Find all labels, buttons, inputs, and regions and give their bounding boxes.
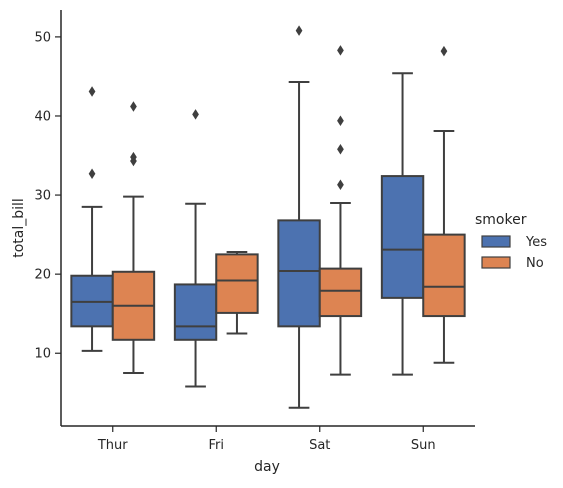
outlier-point <box>192 109 199 120</box>
box-sat-no <box>318 45 363 376</box>
outlier-point <box>130 101 137 112</box>
y-tick-label: 10 <box>34 347 51 362</box>
box-sat-yes <box>277 25 321 409</box>
y-tick-label: 40 <box>34 109 51 124</box>
x-axis-label: day <box>254 459 280 475</box>
plot-area <box>70 25 466 409</box>
outlier-point <box>88 86 96 97</box>
box-fri-yes <box>173 109 218 388</box>
outlier-point <box>130 151 137 163</box>
legend-title: smoker <box>475 212 527 228</box>
box-body <box>173 283 218 341</box>
box-body <box>277 219 321 328</box>
box-fri-no <box>215 251 259 335</box>
outlier-point <box>88 168 96 179</box>
legend-swatch-no <box>481 256 511 269</box>
y-tick-label: 50 <box>34 30 51 45</box>
box-body <box>318 267 363 318</box>
box-body <box>215 253 259 314</box>
x-tick-label: Sat <box>309 438 330 453</box>
x-tick-label: Thur <box>97 438 128 453</box>
outlier-point <box>337 45 344 56</box>
box-sun-no <box>422 45 466 364</box>
outlier-point <box>337 179 344 191</box>
y-axis-label: total_bill <box>11 198 27 258</box>
y-tick-label: 20 <box>34 268 51 283</box>
outlier-point <box>440 45 448 57</box>
legend-label-yes: Yes <box>525 235 547 250</box>
outlier-point <box>295 25 303 36</box>
x-tick-label: Fri <box>209 438 225 453</box>
box-body <box>380 175 425 299</box>
legend: smoker Yes No <box>475 212 547 271</box>
box-body <box>422 233 466 318</box>
y-tick-label: 30 <box>34 189 51 204</box>
x-tick-label: Sun <box>411 438 436 453</box>
axes: 10 20 30 40 50 Thur Fri Sat Sun <box>34 10 475 453</box>
outlier-point <box>337 143 344 155</box>
box-thur-yes <box>70 86 114 352</box>
box-sun-yes <box>380 72 425 376</box>
box-thur-no <box>111 101 156 375</box>
legend-label-no: No <box>526 256 544 271</box>
legend-swatch-yes <box>481 235 511 248</box>
outlier-point <box>337 115 344 126</box>
